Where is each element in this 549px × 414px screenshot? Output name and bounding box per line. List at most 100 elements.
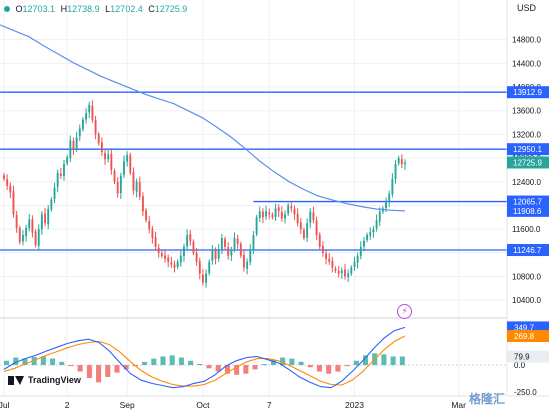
currency-label[interactable]: USD [517,3,537,13]
candle-body [88,104,91,113]
time-tick-label: Mar [451,400,466,410]
macd-histogram-bar [22,358,28,366]
candle-body [233,238,236,249]
tradingview-logo[interactable]: TradingView [6,374,83,386]
candle-body [227,247,230,256]
macd-histogram-bar [151,358,157,366]
macd-histogram-bar [344,365,350,367]
candle-body [249,249,252,263]
moving-average-line [0,24,406,212]
candle-body [353,261,356,267]
macd-histogram-bar [59,361,65,366]
candle-body [205,273,208,283]
candle-body [224,239,226,247]
candle-body [123,161,125,175]
candle-body [154,237,157,247]
macd-histogram-bar [86,365,92,378]
time-tick-label: 2023 [345,400,364,410]
price-axis[interactable]: 10400.010800.011200.011600.012000.012400… [507,36,549,397]
candle-body [255,217,258,234]
ohlc-legend: O12703.1 H12738.9 L12702.4 C12725.9 [4,4,190,14]
candle-body [192,241,195,253]
candle-body [397,158,400,164]
price-tick-label: 12400.0 [512,178,541,187]
level-label: 12950.1 [513,145,542,154]
candle-body [359,246,362,257]
macd-histogram-bar [77,365,83,372]
candle-body [145,210,148,221]
candle-body [363,240,365,247]
macd-histogram-bar [298,361,304,366]
candle-body [9,185,12,193]
candle-body [126,155,129,162]
macd-histogram-bar [197,364,203,366]
candle-body [315,220,318,236]
candle-body [186,235,189,247]
candle-body [236,238,239,244]
candle-body [78,128,81,137]
price-tick-label: 11600.0 [512,225,541,234]
candle-body [110,153,113,170]
macd-value-label: 349.7 [514,323,535,332]
candle-body [375,220,378,229]
candle-body [47,208,50,225]
price-tick-label: 13600.0 [512,107,541,116]
candle-body [277,207,280,212]
macd-histogram-bar [142,361,148,366]
candle-body [69,140,72,158]
candle-body [243,255,245,268]
macd-histogram-bar [381,354,387,366]
candle-body [25,227,28,237]
candle-body [246,261,249,269]
candle-body [66,156,69,164]
candle-body [148,220,151,230]
candle-body [350,267,353,274]
candle-body [261,211,264,218]
candle-body [183,246,185,257]
level-label: 12065.7 [513,198,542,207]
time-axis[interactable]: Jul 2 Sep Oct 7 2023 Mar [0,400,466,410]
macd-histogram-bar [307,365,313,368]
macd-histogram-bar [289,358,295,366]
candle-body [284,214,286,219]
candle-body [97,134,100,144]
high-value: 12738.9 [67,4,100,14]
candle-body [157,247,160,253]
candle-body [321,245,324,253]
time-tick-label: Oct [196,400,210,410]
last-price-label: 12725.9 [513,158,542,167]
candle-body [388,193,391,202]
candle-body [53,187,56,200]
time-tick-label: Sep [120,400,135,410]
macd-histogram-bar [243,365,249,374]
candle-body [404,162,406,165]
candle-body [160,253,163,256]
candle-body [230,249,233,256]
time-tick-label: 2 [65,400,70,410]
macd-histogram-bar [123,365,129,370]
time-tick-label: 7 [267,400,272,410]
candle-body [268,212,271,215]
level-label-box [507,244,549,257]
low-key: L [105,4,111,14]
candle-body [214,250,217,259]
macd-histogram-bar [399,356,405,366]
macd-histogram-bar [390,356,396,366]
lightning-icon[interactable]: ⚡ [397,304,412,319]
candle-body [173,264,176,268]
candle-body [220,238,223,250]
watermark: 格隆汇 [466,390,509,407]
macd-histogram-bar [353,360,359,366]
candle-body [340,270,343,274]
candle-body [31,219,34,233]
candle-body [201,274,204,283]
ma-value-label: 11908.6 [513,207,542,216]
candle-body [344,269,346,277]
macd-histogram-bar [68,365,74,367]
macd-histogram-bar [105,365,111,377]
price-tick-label: 14800.0 [512,36,541,45]
macd-histogram-bar [50,358,56,366]
candle-body [198,260,201,274]
series-status-dot [4,6,10,12]
